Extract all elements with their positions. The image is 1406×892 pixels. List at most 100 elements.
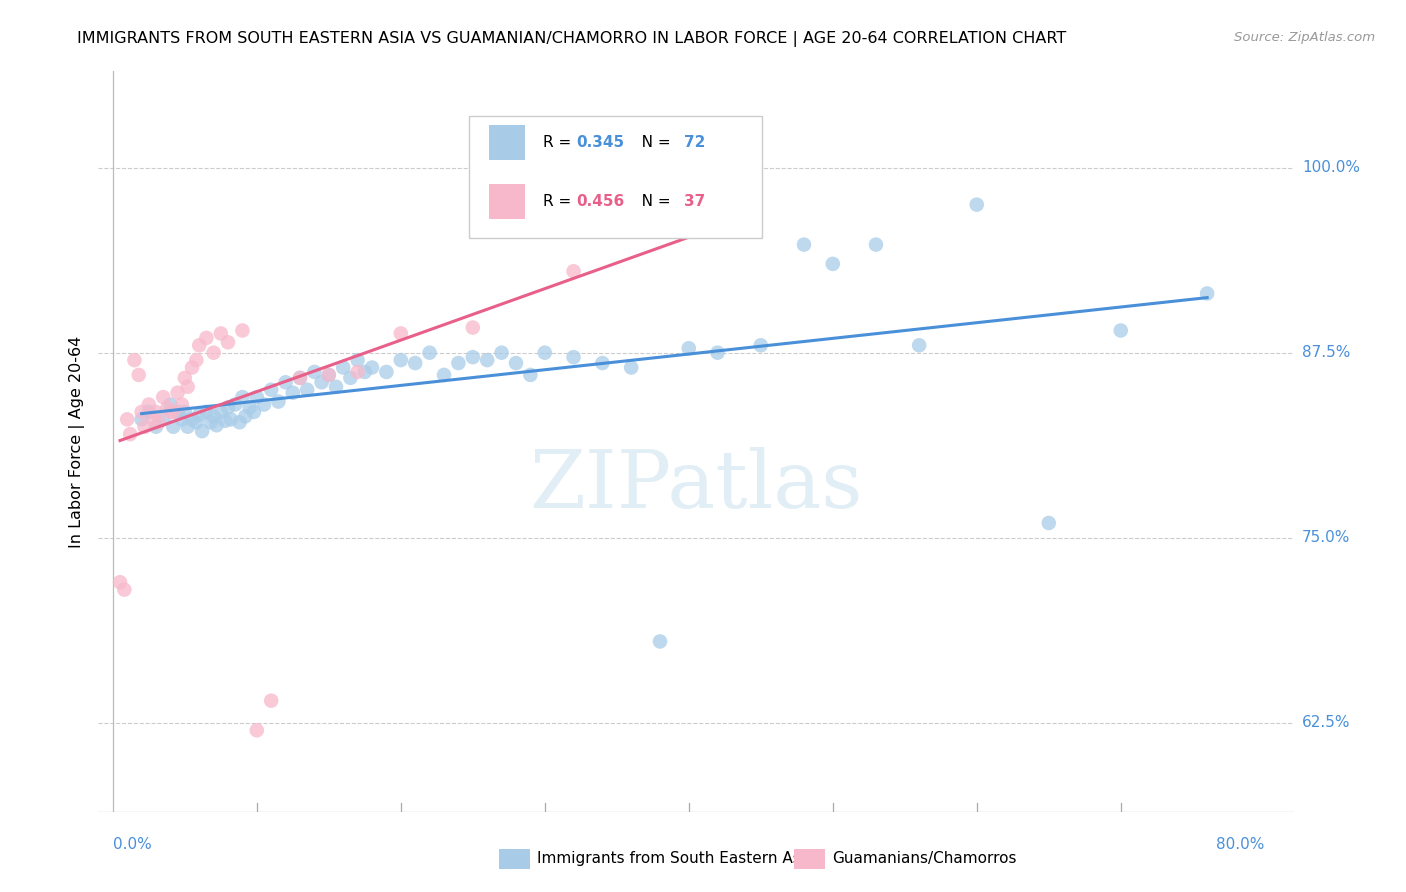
Point [361, 360, 384, 375]
FancyBboxPatch shape [470, 116, 762, 238]
Point [908, 338, 931, 352]
Point [115, 412, 138, 426]
Point [447, 356, 470, 370]
Point [228, 415, 250, 429]
Point [288, 371, 311, 385]
Point [477, 353, 499, 368]
Point [209, 326, 232, 341]
Point [253, 398, 276, 412]
Point [1197, 286, 1219, 301]
Point [200, 415, 222, 429]
Point [112, 582, 135, 597]
Point [346, 365, 368, 379]
Point [239, 401, 262, 415]
Point [186, 353, 208, 368]
Point [1038, 516, 1060, 530]
Point [243, 405, 266, 419]
FancyBboxPatch shape [489, 184, 524, 219]
Point [346, 353, 368, 368]
Point [246, 723, 269, 738]
Point [311, 376, 333, 390]
Point [134, 419, 156, 434]
Point [152, 390, 174, 404]
Point [404, 356, 426, 370]
Text: 0.345: 0.345 [576, 135, 624, 150]
Point [219, 412, 242, 426]
Point [186, 415, 208, 429]
Point [176, 380, 198, 394]
Point [281, 385, 304, 400]
Point [202, 345, 225, 359]
Point [231, 324, 253, 338]
Point [152, 412, 174, 426]
Text: Immigrants from South Eastern Asia: Immigrants from South Eastern Asia [537, 852, 814, 866]
Point [461, 320, 484, 334]
FancyBboxPatch shape [489, 125, 524, 161]
Text: R =: R = [543, 135, 576, 150]
Point [145, 419, 167, 434]
Point [419, 345, 441, 359]
Point [433, 368, 456, 382]
Point [678, 161, 700, 175]
Point [318, 368, 340, 382]
Point [562, 264, 585, 278]
Point [533, 345, 555, 359]
Text: 100.0%: 100.0% [1302, 160, 1360, 175]
Point [591, 356, 613, 370]
Point [620, 360, 643, 375]
Point [260, 694, 283, 708]
Text: Guamanians/Chamorros: Guamanians/Chamorros [832, 852, 1017, 866]
Point [131, 412, 153, 426]
Point [188, 338, 211, 352]
Point [170, 398, 193, 412]
Point [195, 331, 218, 345]
Point [224, 398, 246, 412]
Point [389, 353, 412, 368]
Point [205, 418, 228, 433]
Point [138, 398, 160, 412]
Point [217, 401, 239, 415]
Point [749, 338, 772, 352]
Point [318, 368, 340, 382]
Point [156, 401, 179, 415]
Point [260, 383, 283, 397]
Text: 87.5%: 87.5% [1302, 345, 1350, 360]
Point [181, 360, 204, 375]
Point [1109, 324, 1132, 338]
Text: ZIPatlas: ZIPatlas [529, 447, 863, 525]
Point [678, 341, 700, 355]
Point [461, 350, 484, 364]
Text: 72: 72 [685, 135, 706, 150]
Point [519, 368, 541, 382]
Point [505, 356, 527, 370]
Point [231, 390, 253, 404]
Point [217, 335, 239, 350]
Point [159, 405, 181, 419]
Point [202, 409, 225, 424]
Point [821, 257, 844, 271]
Point [162, 419, 184, 434]
Point [562, 350, 585, 364]
Point [162, 405, 184, 419]
Point [131, 405, 153, 419]
Point [865, 237, 887, 252]
Point [339, 371, 361, 385]
Text: IMMIGRANTS FROM SOUTH EASTERN ASIA VS GUAMANIAN/CHAMORRO IN LABOR FORCE | AGE 20: IMMIGRANTS FROM SOUTH EASTERN ASIA VS GU… [77, 31, 1067, 47]
Point [389, 326, 412, 341]
Point [108, 575, 131, 590]
Point [173, 405, 195, 419]
Y-axis label: In Labor Force | Age 20-64: In Labor Force | Age 20-64 [69, 335, 84, 548]
Point [176, 419, 198, 434]
Point [966, 197, 988, 211]
Text: 80.0%: 80.0% [1216, 837, 1265, 852]
Point [209, 405, 232, 419]
Point [173, 371, 195, 385]
Point [375, 365, 398, 379]
Point [233, 409, 256, 424]
Point [166, 385, 188, 400]
Point [138, 405, 160, 419]
Point [128, 368, 150, 382]
Text: Source: ZipAtlas.com: Source: ZipAtlas.com [1234, 31, 1375, 45]
Point [648, 634, 671, 648]
Point [124, 353, 146, 368]
